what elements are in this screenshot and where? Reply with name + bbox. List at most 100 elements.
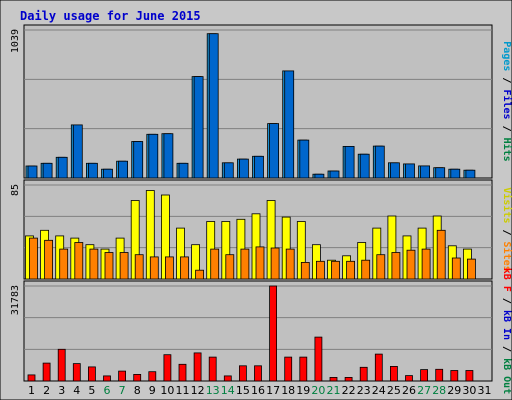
hits-bar-files-26 xyxy=(405,163,415,179)
hits-bar-files-29 xyxy=(450,168,461,179)
kbytes-bar-kb-f-23 xyxy=(359,366,368,382)
visits-bar-sites-14 xyxy=(225,254,235,280)
visits-bar-sites-21 xyxy=(331,260,340,280)
x-tick-label-17: 17 xyxy=(266,384,280,397)
kbytes-bar-kb-f-8 xyxy=(133,373,142,382)
x-tick-label-20: 20 xyxy=(311,384,325,397)
kbytes-ymax-label: 31783 xyxy=(10,285,21,315)
x-tick-label-18: 18 xyxy=(281,384,295,397)
visits-ymax-label: 85 xyxy=(10,184,21,196)
x-tick-label-11: 11 xyxy=(176,384,190,397)
visits-bar-sites-27 xyxy=(421,248,431,280)
visits-bar-sites-15 xyxy=(240,248,250,280)
kbytes-bar-kb-f-1 xyxy=(27,374,36,382)
visits-bar-sites-11 xyxy=(180,256,189,280)
visits-bar-sites-20 xyxy=(315,260,325,280)
visits-bar-sites-5 xyxy=(89,248,99,280)
hits-bar-files-21 xyxy=(329,170,340,179)
x-tick-label-31: 31 xyxy=(478,384,492,397)
visits-bar-sites-19 xyxy=(300,261,310,280)
kbytes-legend-entry: kB F xyxy=(501,268,512,292)
hits-bar-files-4 xyxy=(72,124,83,179)
hits-bar-files-22 xyxy=(344,145,355,179)
visits-bar-sites-30 xyxy=(466,258,476,280)
visits-legend-entry: / xyxy=(501,223,512,241)
hits-bar-files-6 xyxy=(103,168,113,179)
hits-bar-files-2 xyxy=(42,162,53,179)
x-tick-label-7: 7 xyxy=(119,384,126,397)
kbytes-bar-kb-f-19 xyxy=(299,356,308,382)
kbytes-bar-kb-f-3 xyxy=(57,348,66,382)
hits-bar-files-9 xyxy=(148,133,159,179)
x-tick-label-10: 10 xyxy=(160,384,174,397)
hits-bar-files-17 xyxy=(269,123,280,179)
kbytes-bar-kb-f-6 xyxy=(103,375,111,382)
hits-bar-files-8 xyxy=(133,141,144,179)
kbytes-bar-kb-f-12 xyxy=(193,352,202,382)
hits-bar-files-18 xyxy=(284,70,295,179)
x-tick-label-2: 2 xyxy=(43,384,50,397)
hits-bar-files-5 xyxy=(88,162,98,179)
kbytes-bar-kb-f-10 xyxy=(163,354,172,382)
kbytes-bar-kb-f-30 xyxy=(465,370,474,382)
x-tick-label-21: 21 xyxy=(327,384,341,397)
kbytes-plot-area xyxy=(23,280,493,382)
hits-bar-files-14 xyxy=(223,162,234,179)
kbytes-bar-kb-f-2 xyxy=(42,362,51,382)
x-axis: 1 2 3 4 5 6 7 8 9 10 11 12 13 14 15 16 17 18 19 20 21 22 23 24 2… xyxy=(28,384,492,397)
hits-legend-entry: Files xyxy=(501,89,512,119)
x-tick-label-19: 19 xyxy=(296,384,310,397)
visits-bar-sites-26 xyxy=(406,249,416,280)
x-tick-label-8: 8 xyxy=(134,384,141,397)
hits-bar-files-25 xyxy=(389,162,400,179)
hits-bar-files-27 xyxy=(420,165,431,179)
x-tick-label-24: 24 xyxy=(372,384,386,397)
visits-bar-sites-6 xyxy=(104,252,114,280)
visits-legend-entry: Visits xyxy=(501,187,512,223)
kbytes-bar-kb-f-7 xyxy=(118,370,126,382)
visits-bar-sites-29 xyxy=(451,257,461,280)
kbytes-bar-kb-f-18 xyxy=(284,356,293,382)
kbytes-bar-kb-f-14 xyxy=(223,375,232,382)
x-tick-label-6: 6 xyxy=(104,384,111,397)
hits-bar-files-7 xyxy=(118,160,128,179)
x-tick-label-29: 29 xyxy=(447,384,461,397)
kbytes-bar-kb-f-27 xyxy=(420,369,429,382)
x-tick-label-22: 22 xyxy=(342,384,356,397)
hits-bar-files-11 xyxy=(178,162,189,179)
hits-bar-files-16 xyxy=(254,155,264,179)
visits-bar-sites-28 xyxy=(436,229,446,280)
visits-legend: Visits / Sites xyxy=(501,187,512,271)
visits-bar-sites-24 xyxy=(376,254,386,280)
hits-bar-files-13 xyxy=(208,33,219,179)
x-tick-label-14: 14 xyxy=(221,384,235,397)
kbytes-bar-kb-f-11 xyxy=(178,363,187,382)
visits-bar-sites-18 xyxy=(285,248,295,280)
visits-bar-sites-3 xyxy=(59,248,69,280)
x-tick-label-25: 25 xyxy=(387,384,401,397)
visits-legend-entry: Sites xyxy=(501,242,512,272)
x-tick-label-1: 1 xyxy=(28,384,35,397)
kbytes-bar-kb-f-5 xyxy=(88,366,96,382)
x-tick-label-27: 27 xyxy=(417,384,431,397)
hits-legend-entry: Pages xyxy=(501,41,512,71)
visits-bar-sites-8 xyxy=(134,254,144,280)
hits-bar-files-10 xyxy=(163,133,174,179)
visits-bar-sites-25 xyxy=(391,252,401,280)
visits-bar-sites-17 xyxy=(270,247,280,280)
hits-bar-files-1 xyxy=(27,165,38,179)
hits-bar-files-19 xyxy=(299,139,310,179)
kbytes-bar-kb-f-13 xyxy=(208,356,217,382)
hits-ymax-label: 1039 xyxy=(10,29,21,53)
x-tick-label-12: 12 xyxy=(191,384,205,397)
x-tick-label-13: 13 xyxy=(206,384,220,397)
kbytes-bar-kb-f-9 xyxy=(148,371,157,382)
hits-bar-files-24 xyxy=(374,145,385,179)
hits-bar-files-3 xyxy=(57,156,68,179)
hits-bar-files-20 xyxy=(314,173,325,179)
x-tick-label-3: 3 xyxy=(58,384,65,397)
kbytes-legend-entry: kB Out xyxy=(501,358,512,394)
hits-bar-files-28 xyxy=(435,167,446,179)
x-tick-label-16: 16 xyxy=(251,384,265,397)
